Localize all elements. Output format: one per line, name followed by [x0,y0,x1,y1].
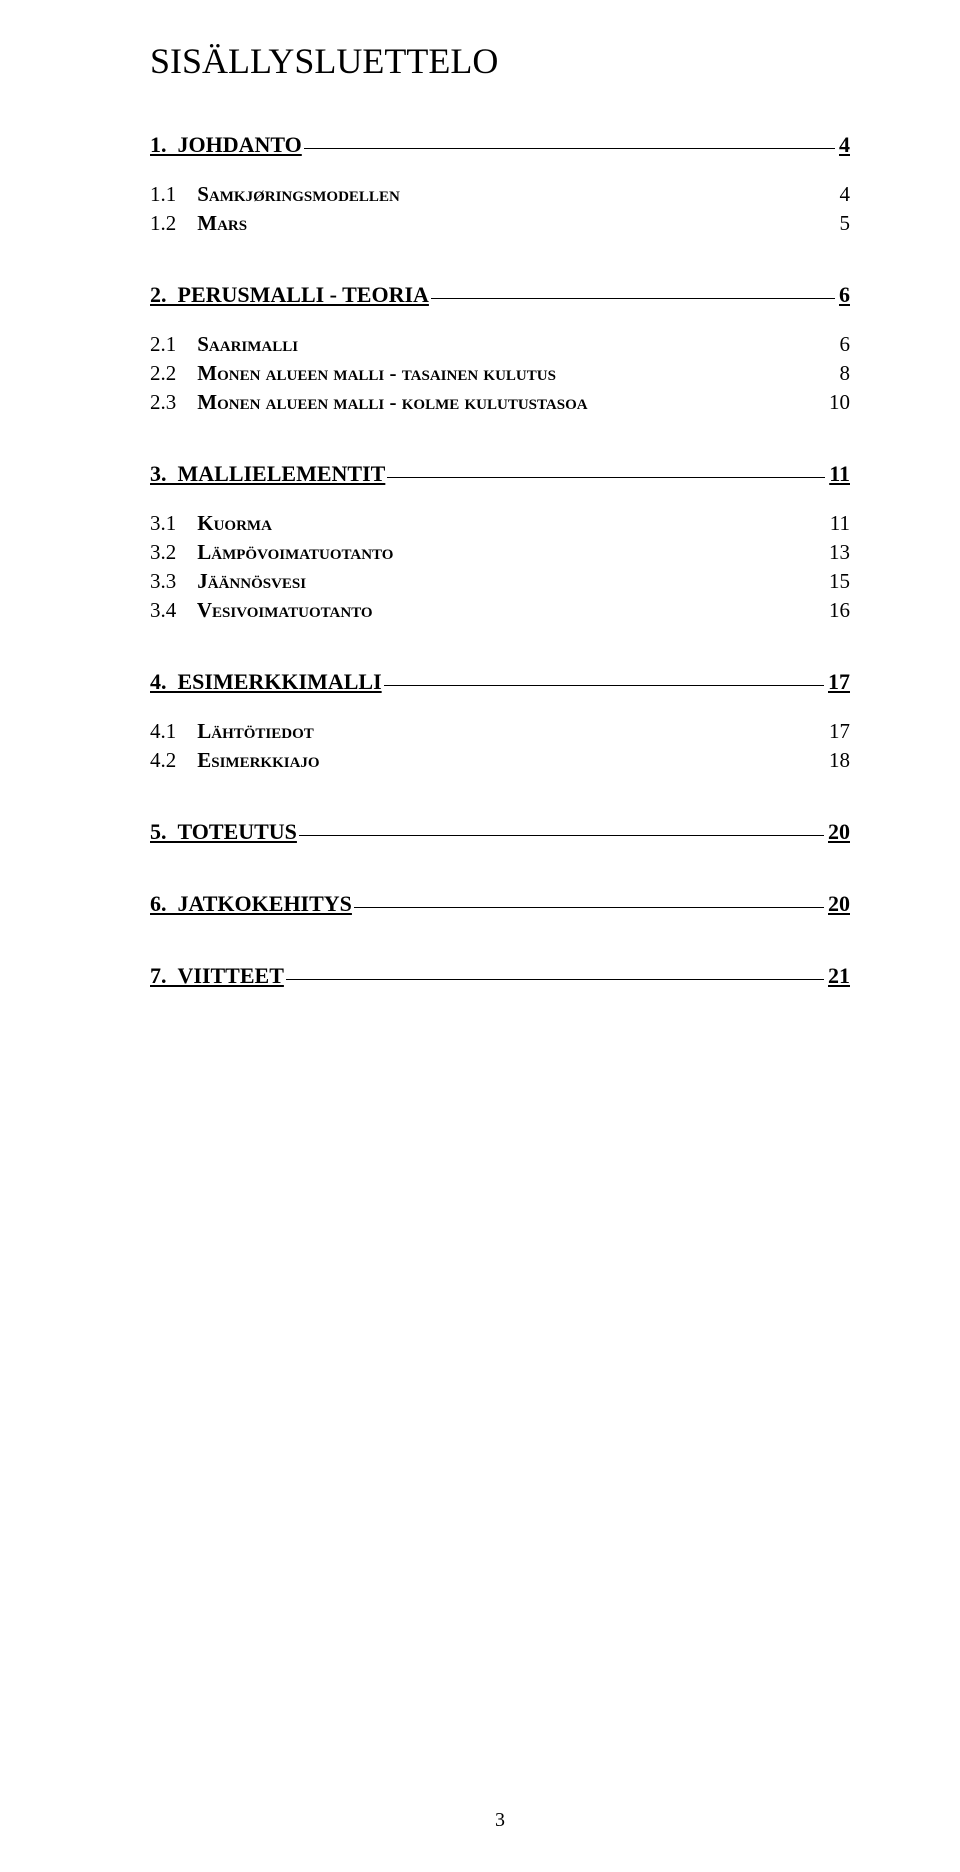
toc-subsection-number: 3.2 [150,540,192,565]
toc-subsection: 4.2 Esimerkkiajo 18 [150,748,850,773]
toc-subsection: 1.1 Samkjøringsmodellen 4 [150,182,850,207]
toc-subsection-text: Vesivoimatuotanto [192,598,373,622]
toc-section-page: 4 [839,132,850,158]
toc-subsection: 1.2 Mars 5 [150,211,850,236]
toc-leader [304,148,835,149]
toc-subsection-text: Samkjøringsmodellen [192,182,400,206]
toc-subsection-text: Kuorma [192,511,272,535]
toc-section: 5. TOTEUTUS 20 [150,819,850,845]
toc-section-label: 1. JOHDANTO [150,132,302,158]
toc-subsection-number: 2.2 [150,361,192,386]
toc-subsection: 2.2 Monen alueen malli - tasainen kulutu… [150,361,850,386]
toc-subsection-label: 1.2 Mars [150,211,247,236]
toc-subsection-page: 11 [830,511,850,536]
toc-leader [286,979,824,980]
toc-subsection-text: Mars [192,211,247,235]
toc-subsection-page: 4 [840,182,851,207]
toc-subsection-label: 3.2 Lämpövoimatuotanto [150,540,393,565]
toc-subsection-label: 3.4 Vesivoimatuotanto [150,598,373,623]
page-number: 3 [150,1809,850,1832]
toc-subsection-page: 17 [829,719,850,744]
toc-section-page: 21 [828,963,850,989]
toc-subsection-text: Jäännösvesi [192,569,306,593]
toc-section-page: 6 [839,282,850,308]
toc-subsection-number: 4.1 [150,719,192,744]
toc-subsection-label: 1.1 Samkjøringsmodellen [150,182,400,207]
toc-subsection-page: 10 [829,390,850,415]
toc-section: 7. VIITTEET 21 [150,963,850,989]
toc-subsection-label: 4.2 Esimerkkiajo [150,748,320,773]
toc-subsection-text: Monen alueen malli - kolme kulutustasoa [192,390,588,414]
toc-section: 3. MALLIELEMENTIT 11 [150,461,850,487]
toc-section-label: 3. MALLIELEMENTIT [150,461,385,487]
toc-subsection-label: 4.1 Lähtötiedot [150,719,314,744]
toc-section-page: 20 [828,819,850,845]
toc-subsection-page: 16 [829,598,850,623]
toc-subsection-label: 2.2 Monen alueen malli - tasainen kulutu… [150,361,556,386]
toc-leader [299,835,824,836]
toc-leader [387,477,825,478]
table-of-contents: 1. JOHDANTO 4 1.1 Samkjøringsmodellen 4 1.2 … [150,132,850,989]
toc-subsection-page: 15 [829,569,850,594]
toc-section-page: 20 [828,891,850,917]
toc-leader [384,685,824,686]
toc-section: 4. ESIMERKKIMALLI 17 [150,669,850,695]
toc-subsection-page: 6 [840,332,851,357]
toc-section-label: 6. JATKOKEHITYS [150,891,352,917]
toc-section-label: 7. VIITTEET [150,963,284,989]
toc-subsection-number: 3.3 [150,569,192,594]
toc-subsection: 2.3 Monen alueen malli - kolme kulutusta… [150,390,850,415]
toc-section-label: 2. PERUSMALLI - TEORIA [150,282,429,308]
toc-subsection-page: 8 [840,361,851,386]
toc-subsection-label: 3.1 Kuorma [150,511,272,536]
toc-subsection: 3.3 Jäännösvesi 15 [150,569,850,594]
toc-subsection-number: 1.1 [150,182,192,207]
toc-subsection-text: Esimerkkiajo [192,748,320,772]
toc-subsection-page: 13 [829,540,850,565]
toc-section-label: 4. ESIMERKKIMALLI [150,669,382,695]
toc-section-label: 5. TOTEUTUS [150,819,297,845]
toc-subsection-number: 3.4 [150,598,192,623]
toc-subsection: 2.1 Saarimalli 6 [150,332,850,357]
toc-subsection: 3.4 Vesivoimatuotanto 16 [150,598,850,623]
toc-section-page: 17 [828,669,850,695]
toc-subsection-text: Saarimalli [192,332,298,356]
toc-subsection-page: 5 [840,211,851,236]
toc-subsection: 3.1 Kuorma 11 [150,511,850,536]
toc-subsection-text: Lähtötiedot [192,719,314,743]
toc-subsection-number: 4.2 [150,748,192,773]
toc-subsection-text: Lämpövoimatuotanto [192,540,393,564]
toc-section: 6. JATKOKEHITYS 20 [150,891,850,917]
toc-subsection-number: 2.1 [150,332,192,357]
toc-subsection-page: 18 [829,748,850,773]
toc-subsection-label: 2.3 Monen alueen malli - kolme kulutusta… [150,390,588,415]
toc-leader [354,907,824,908]
toc-leader [431,298,835,299]
toc-section: 1. JOHDANTO 4 [150,132,850,158]
toc-subsection-label: 2.1 Saarimalli [150,332,298,357]
toc-subsection: 4.1 Lähtötiedot 17 [150,719,850,744]
toc-subsection-number: 1.2 [150,211,192,236]
toc-subsection-text: Monen alueen malli - tasainen kulutus [192,361,556,385]
toc-section: 2. PERUSMALLI - TEORIA 6 [150,282,850,308]
toc-subsection: 3.2 Lämpövoimatuotanto 13 [150,540,850,565]
toc-subsection-number: 3.1 [150,511,192,536]
toc-subsection-number: 2.3 [150,390,192,415]
toc-section-page: 11 [829,461,850,487]
toc-subsection-label: 3.3 Jäännösvesi [150,569,306,594]
page-title: SISÄLLYSLUETTELO [150,40,850,82]
